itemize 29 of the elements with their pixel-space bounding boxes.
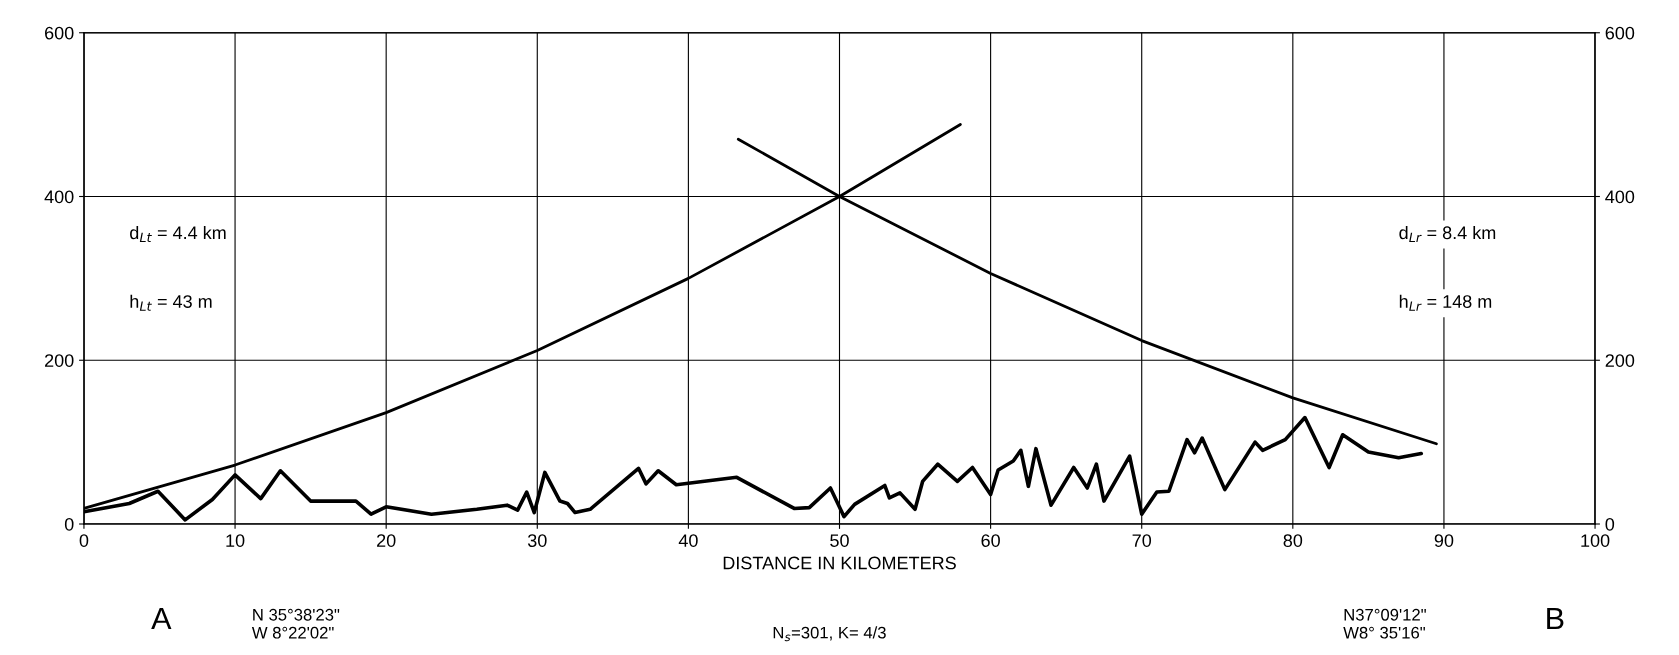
text: N 35°38'23" W 8°22'02" bbox=[251, 608, 340, 639]
annotation: d$_{Lt}$ = 4.4 km bbox=[130, 225, 226, 242]
x-axis-title: DISTANCE IN KILOMETERS bbox=[723, 556, 956, 570]
x-tick-label: 30 bbox=[527, 534, 547, 547]
x-tick-label: 60 bbox=[981, 534, 1000, 547]
y-tick-label: 400 bbox=[44, 190, 74, 204]
x-tick-label: 80 bbox=[1283, 534, 1303, 547]
x-tick-label: 40 bbox=[678, 534, 698, 547]
y2-tick-label: 400 bbox=[1605, 190, 1635, 204]
annotation: h$_{Lr}$ = 148 m bbox=[1399, 294, 1492, 311]
text: B bbox=[1547, 607, 1564, 630]
x-tick-label: 50 bbox=[830, 534, 849, 547]
y-tick-label: 600 bbox=[45, 26, 74, 40]
annotation: h$_{Lt}$ = 43 m bbox=[130, 294, 212, 311]
text: N37°09'12" W8° 35'16" bbox=[1343, 608, 1426, 639]
y2-tick-label: 200 bbox=[1605, 354, 1635, 367]
y-tick-label: 0 bbox=[64, 517, 74, 531]
text: A bbox=[151, 607, 172, 630]
annotation: d$_{Lr}$ = 8.4 km bbox=[1399, 225, 1496, 242]
x-tick-label: 10 bbox=[226, 534, 245, 547]
x-tick-label: 70 bbox=[1132, 534, 1152, 547]
x-tick-label: 20 bbox=[377, 534, 396, 547]
y2-tick-label: 0 bbox=[1605, 517, 1615, 531]
y2-tick-label: 600 bbox=[1605, 26, 1635, 40]
y-tick-label: 200 bbox=[45, 354, 74, 367]
x-tick-label: 90 bbox=[1434, 534, 1454, 547]
x-tick-label: 0 bbox=[79, 534, 89, 547]
text: N$_{s}$=301, K= 4/3 bbox=[773, 626, 886, 642]
x-tick-label: 100 bbox=[1581, 534, 1610, 547]
